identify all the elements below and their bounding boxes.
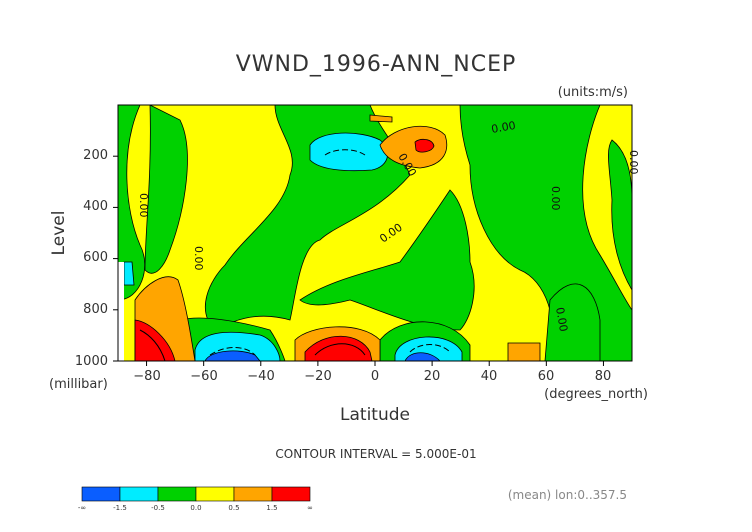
colorbar-label: -1.5 [113, 504, 127, 512]
x-tick-label: −40 [247, 369, 274, 384]
contour-label: 0.00 [549, 186, 562, 211]
colorbar-label: 1.5 [266, 504, 277, 512]
colorbar-label: 0.0 [190, 504, 201, 512]
colorbar-label: -0.5 [151, 504, 165, 512]
x-tick-label: −80 [133, 369, 160, 384]
contour-line [139, 329, 366, 361]
colorbar-label: ∞ [307, 504, 313, 512]
y-tick-label: 1000 [75, 354, 108, 369]
x-tick-label: 0 [371, 369, 379, 384]
y-tick-label: 200 [83, 148, 108, 163]
x-tick-label: 80 [595, 369, 612, 384]
footer-note: (mean) lon:0..357.5 [508, 488, 627, 502]
colorbar-label: -∞ [78, 504, 86, 512]
contour-label: 0.00 [553, 306, 570, 332]
contour-interval-text: CONTOUR INTERVAL = 5.000E-01 [275, 447, 476, 461]
white-mask [118, 262, 124, 361]
field-red [134, 319, 176, 361]
x-axis: −80 −60 −40 −20 0 20 40 60 80 (degrees_n… [133, 361, 648, 425]
units-label: (units:m/s) [558, 85, 628, 100]
field-green [607, 139, 632, 291]
contour-label: 0.00 [192, 246, 205, 271]
y-tick-label: 800 [83, 302, 108, 317]
contour-label: 0.00 [137, 193, 150, 218]
y-units-label: (millibar) [49, 377, 108, 392]
x-tick-label: 40 [481, 369, 498, 384]
colorbar-swatch [81, 486, 121, 502]
colorbar-swatch [271, 486, 311, 502]
field-green [544, 283, 601, 361]
x-tick-label: −20 [304, 369, 331, 384]
colorbar-swatch [233, 486, 273, 502]
y-tick-label: 400 [83, 199, 108, 214]
chart-title: VWND_1996-ANN_NCEP [236, 52, 517, 77]
x-tick-label: 20 [424, 369, 441, 384]
y-tick-label: 600 [83, 250, 108, 265]
field-cyan [309, 132, 388, 172]
field-cyan [123, 261, 135, 286]
contour-label: 0.00 [627, 150, 640, 175]
field-red [304, 335, 373, 361]
y-axis-title: Level [49, 211, 69, 256]
contour-line [209, 347, 256, 356]
x-tick-label: 60 [538, 369, 555, 384]
field-red [414, 138, 435, 153]
contour-line [324, 149, 366, 156]
y-axis: 200 400 600 800 1000 (millibar) Level [49, 148, 118, 392]
colorbar-swatch [195, 486, 235, 502]
x-tick-label: −60 [190, 369, 217, 384]
field-green [299, 189, 475, 331]
colorbar-label: 0.5 [228, 504, 239, 512]
field-orange [379, 125, 448, 169]
x-axis-title: Latitude [340, 405, 410, 425]
field-orange [369, 114, 393, 123]
plot-area: 0.00 0.00 0.00 0.00 0.00 0.00 0.00 0.00 … [49, 104, 648, 425]
field-orange [507, 342, 541, 361]
colorbar-swatch [119, 486, 159, 502]
colorbar-swatch [157, 486, 197, 502]
field-green [118, 105, 146, 301]
x-units-label: (degrees_north) [544, 387, 648, 402]
field-green [144, 105, 188, 274]
contour-line [409, 344, 451, 353]
contour-label: 0.00 [490, 119, 516, 136]
colorbar: -∞ -1.5 -0.5 0.0 0.5 1.5 ∞ [78, 486, 313, 512]
